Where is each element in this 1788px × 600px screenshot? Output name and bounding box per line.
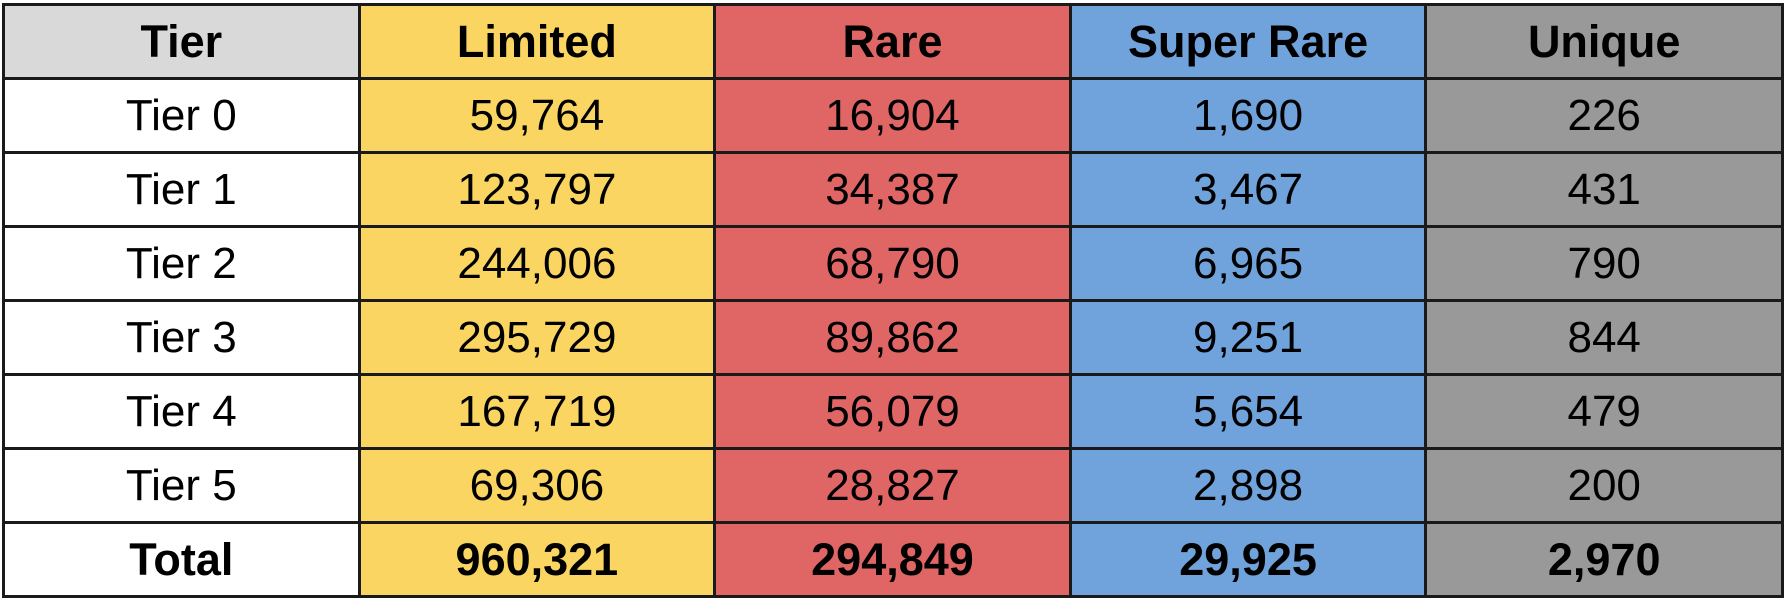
super-rare-cell: 3,467 [1068,151,1428,228]
super-rare-cell: 1,690 [1068,77,1428,154]
super-rare-cell: 5,654 [1068,373,1428,450]
unique-cell: 479 [1424,373,1784,450]
super-rare-cell: 2,898 [1068,447,1428,524]
unique-cell: 790 [1424,225,1784,302]
header-row: Tier Limited Rare Super Rare Unique [2,3,1784,80]
header-super-rare: Super Rare [1068,3,1428,80]
tier-rarity-table: Tier Limited Rare Super Rare Unique Tier… [2,3,1784,598]
total-label: Total [2,521,361,598]
tier-cell: Tier 0 [2,77,361,154]
tier-cell: Tier 5 [2,447,361,524]
header-unique: Unique [1424,3,1784,80]
unique-cell: 200 [1424,447,1784,524]
super-rare-cell: 6,965 [1068,225,1428,302]
total-unique: 2,970 [1424,521,1784,598]
unique-cell: 844 [1424,299,1784,376]
total-super-rare: 29,925 [1068,521,1428,598]
super-rare-cell: 9,251 [1068,299,1428,376]
tier-cell: Tier 3 [2,299,361,376]
total-rare: 294,849 [713,521,1072,598]
limited-cell: 59,764 [357,77,717,154]
table-row: Tier 0 59,764 16,904 1,690 226 [2,77,1784,154]
limited-cell: 123,797 [357,151,717,228]
tier-cell: Tier 4 [2,373,361,450]
limited-cell: 295,729 [357,299,717,376]
limited-cell: 69,306 [357,447,717,524]
rare-cell: 16,904 [713,77,1072,154]
total-limited: 960,321 [357,521,717,598]
limited-cell: 244,006 [357,225,717,302]
rare-cell: 68,790 [713,225,1072,302]
tier-cell: Tier 2 [2,225,361,302]
header-tier: Tier [2,3,361,80]
rare-cell: 56,079 [713,373,1072,450]
table-row: Tier 3 295,729 89,862 9,251 844 [2,299,1784,376]
header-limited: Limited [357,3,717,80]
table-row: Tier 2 244,006 68,790 6,965 790 [2,225,1784,302]
rare-cell: 89,862 [713,299,1072,376]
rare-cell: 28,827 [713,447,1072,524]
header-rare: Rare [713,3,1072,80]
table-row: Tier 1 123,797 34,387 3,467 431 [2,151,1784,228]
table-row: Tier 4 167,719 56,079 5,654 479 [2,373,1784,450]
unique-cell: 226 [1424,77,1784,154]
total-row: Total 960,321 294,849 29,925 2,970 [2,521,1784,598]
limited-cell: 167,719 [357,373,717,450]
table-row: Tier 5 69,306 28,827 2,898 200 [2,447,1784,524]
rare-cell: 34,387 [713,151,1072,228]
tier-cell: Tier 1 [2,151,361,228]
unique-cell: 431 [1424,151,1784,228]
